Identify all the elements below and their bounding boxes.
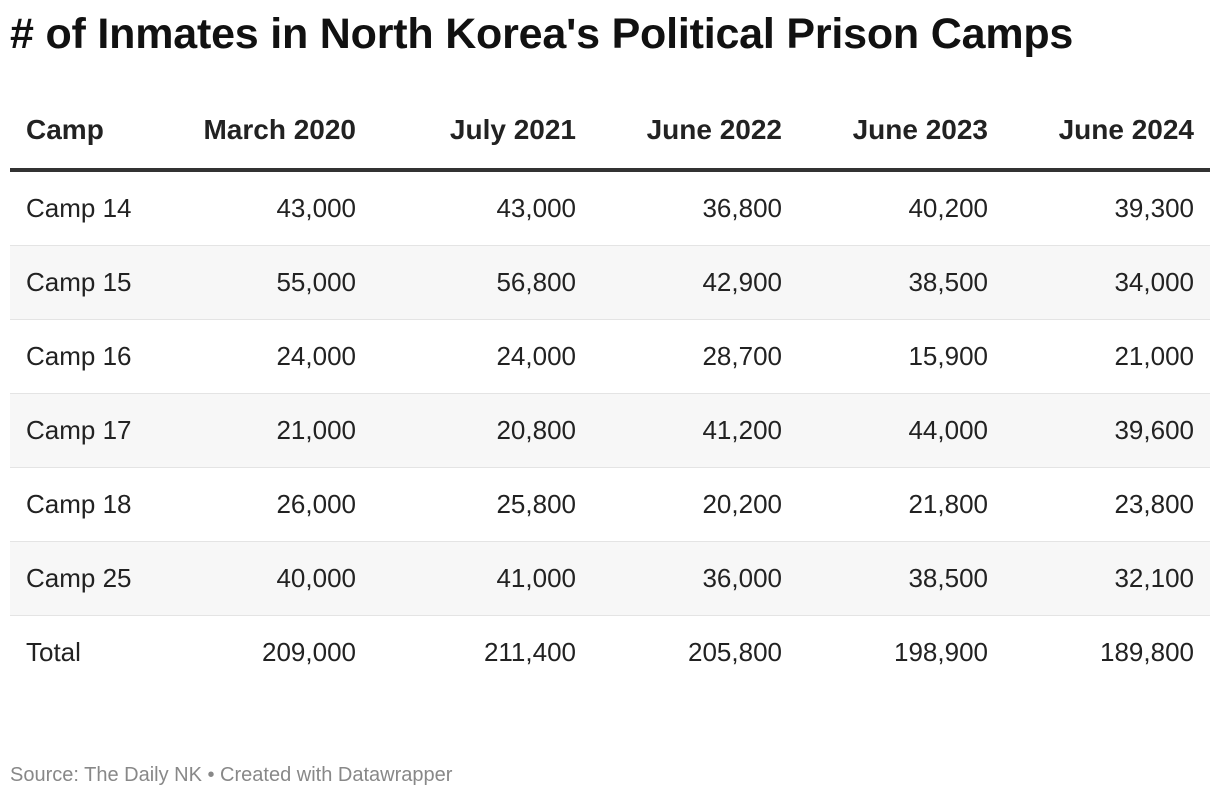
table-cell: 209,000 bbox=[262, 637, 356, 667]
source-note: Source: The Daily NK • Created with Data… bbox=[10, 764, 453, 786]
table-row: Camp 15 55,000 56,800 42,900 38,500 34,000 bbox=[10, 245, 1210, 320]
row-label: Camp 18 bbox=[10, 467, 200, 542]
chart-title: # of Inmates in North Korea's Political … bbox=[10, 10, 1074, 58]
table-cell: 28,700 bbox=[592, 319, 798, 394]
table-cell: 38,500 bbox=[798, 541, 1004, 616]
table-cell: 40,200 bbox=[798, 170, 1004, 246]
table-cell: 38,500 bbox=[798, 245, 1004, 320]
column-header[interactable]: June 2024 bbox=[1004, 112, 1210, 172]
table-cell: 211,400 bbox=[483, 637, 576, 667]
column-header[interactable]: March 2020 bbox=[200, 112, 386, 172]
table-cell: 42,900 bbox=[592, 245, 798, 320]
table-cell: 205,800 bbox=[688, 637, 782, 667]
table-row: Camp 18 26,000 25,800 20,200 21,800 23,800 bbox=[10, 467, 1210, 542]
total-row: Total 209,000 211,400 205,800 198,900 189,800 bbox=[10, 616, 1210, 690]
table-cell: 44,000 bbox=[798, 393, 1004, 468]
table-cell: 21,000 bbox=[1004, 319, 1210, 394]
table-cell: 24,000 bbox=[386, 319, 592, 394]
table-cell: 55,000 bbox=[200, 245, 386, 320]
table-cell: 43,000 bbox=[200, 170, 386, 246]
row-label: Total bbox=[26, 637, 81, 667]
table-cell: 41,000 bbox=[386, 541, 592, 616]
table-cell: 189,800 bbox=[1100, 637, 1194, 667]
table-row: Camp 17 21,000 20,800 41,200 44,000 39,600 bbox=[10, 393, 1210, 468]
table-cell: 21,000 bbox=[200, 393, 386, 468]
table-cell: 26,000 bbox=[200, 467, 386, 542]
table-cell: 198,900 bbox=[894, 637, 988, 667]
table-cell: 15,900 bbox=[798, 319, 1004, 394]
column-header[interactable]: Camp bbox=[10, 112, 200, 172]
table-row: Camp 16 24,000 24,000 28,700 15,900 21,000 bbox=[10, 319, 1210, 394]
table-cell: 41,200 bbox=[592, 393, 798, 468]
column-header[interactable]: June 2022 bbox=[592, 112, 798, 172]
column-header[interactable]: June 2023 bbox=[798, 112, 1004, 172]
table-cell: 39,300 bbox=[1004, 170, 1210, 246]
table-cell: 36,000 bbox=[592, 541, 798, 616]
table-cell: 24,000 bbox=[200, 319, 386, 394]
table-cell: 34,000 bbox=[1004, 245, 1210, 320]
column-header[interactable]: July 2021 bbox=[386, 112, 592, 172]
table-cell: 56,800 bbox=[386, 245, 592, 320]
row-label: Camp 16 bbox=[10, 319, 200, 394]
table-cell: 23,800 bbox=[1004, 467, 1210, 542]
table-cell: 39,600 bbox=[1004, 393, 1210, 468]
table-cell: 40,000 bbox=[200, 541, 386, 616]
row-label: Camp 25 bbox=[10, 541, 200, 616]
table-cell: 25,800 bbox=[386, 467, 592, 542]
table-cell: 36,800 bbox=[592, 170, 798, 246]
table-cell: 20,800 bbox=[386, 393, 592, 468]
table-row: Camp 25 40,000 41,000 36,000 38,500 32,100 bbox=[10, 541, 1210, 616]
table-cell: 20,200 bbox=[592, 467, 798, 542]
table-cell: 32,100 bbox=[1004, 541, 1210, 616]
table-cell: 21,800 bbox=[798, 467, 1004, 542]
row-label: Camp 14 bbox=[10, 170, 200, 246]
table-cell: 43,000 bbox=[386, 170, 592, 246]
header-row: Camp March 2020 July 2021 June 2022 June… bbox=[10, 112, 1210, 172]
row-label: Camp 15 bbox=[10, 245, 200, 320]
data-table: Camp March 2020 July 2021 June 2022 June… bbox=[10, 112, 1210, 689]
row-label: Camp 17 bbox=[10, 393, 200, 468]
table-row: Camp 14 43,000 43,000 36,800 40,200 39,300 bbox=[10, 170, 1210, 246]
